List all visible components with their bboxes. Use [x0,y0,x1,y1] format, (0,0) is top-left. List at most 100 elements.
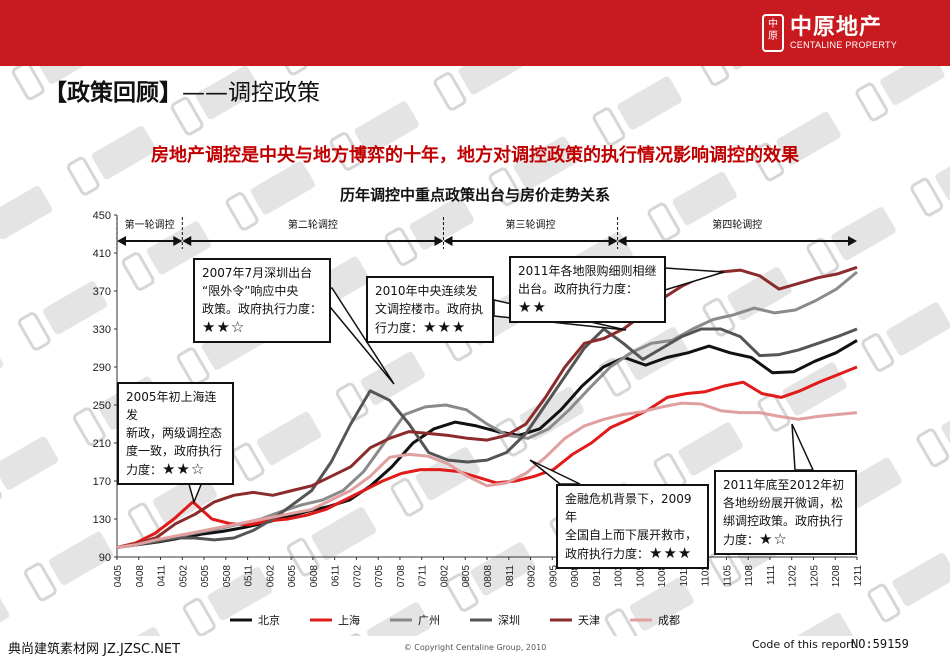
x-tick-label: 1108 [744,565,755,587]
section-title: 【政策回顾】——调控政策 [44,76,320,110]
chart-title: 历年调控中重点政策出台与房价走势关系 [339,186,610,204]
legend-label: 北京 [258,613,280,627]
y-tick-label: 130 [93,514,111,526]
x-tick-label: 1002 [614,565,625,588]
series-line-深圳 [116,327,858,549]
x-tick-label: 0502 [178,565,189,588]
x-tick-label: 0805 [461,565,472,588]
x-tick-label: 1205 [809,565,820,588]
callout-line: “限外令”响应中央 [202,284,299,298]
x-tick-label: 0511 [244,565,255,587]
x-tick-label: 0711 [418,565,429,587]
x-tick-label: 1011 [679,565,690,587]
callout-line: 2005年初上海连发 [126,390,217,422]
report-id: NO:59159 [851,637,909,651]
policy-callout: 金融危机背景下，2009年全国自上而下展开救市， 政府执行力度：★★★ [556,484,709,569]
y-tick-label: 250 [93,400,111,412]
round-label: 第一轮调控 [125,218,175,231]
x-tick-label: 0405 [113,565,124,588]
x-tick-label: 0911 [592,565,603,587]
arrow-head-icon [173,236,183,246]
callout-line: 2010年中央连续发 [375,284,478,298]
x-tick-label: 0811 [505,565,516,587]
callout-line: 全国自上而下展开救市， [565,528,698,542]
callout-line: 文调控楼市。政府执 [375,302,484,316]
brand-logo: 中原 中原地产 CENTALINE PROPERTY [762,12,897,54]
callout-line: 政策。政府执行力度： [202,302,323,316]
x-tick-label: 0605 [287,565,298,588]
y-tick-label: 210 [93,438,111,450]
callout-line: 行力度：★★★ [375,318,467,336]
callout-pointer [791,423,815,471]
callout-line: 各地纷纷展开微调，松 [723,496,844,510]
callout-line: 度一致，政府执行 [126,444,223,458]
header-bar: 中原 中原地产 CENTALINE PROPERTY [0,0,950,66]
y-tick-label: 290 [93,362,111,374]
x-tick-label: 0902 [527,565,538,588]
callout-line: 力度：★☆ [723,530,788,548]
callout-line: 金融危机背景下，2009年 [565,492,692,524]
series-line-北京 [116,339,858,549]
x-tick-label: 0602 [265,565,276,588]
rating-stars: ★★★ [423,318,467,336]
logo-mark: 中原 [762,14,784,52]
x-tick-label: 0705 [374,565,385,588]
x-tick-label: 1202 [788,565,799,588]
x-tick-label: 0505 [200,565,211,588]
arrow-head-icon [617,236,627,246]
section-title-rest: ——调控政策 [182,80,320,106]
x-tick-label: 1208 [831,565,842,588]
callout-line: 2007年7月深圳出台 [202,266,313,280]
x-tick-label: 1102 [701,565,712,587]
y-tick-label: 450 [93,210,111,222]
callout-line: 绑调控政策。政府执行 [723,514,844,528]
x-tick-label: 0608 [309,565,320,588]
rating-stars: ★★ [518,298,547,316]
x-tick-label: 0408 [135,565,146,588]
x-tick-label: 0708 [396,565,407,588]
policy-callout: 2007年7月深圳出台 “限外令”响应中央政策。政府执行力度： ★★☆ [193,258,331,343]
arrow-head-icon [434,236,444,246]
callout-line: 政府执行力度：★★★ [565,544,693,562]
y-tick-label: 170 [93,476,111,488]
round-label: 第二轮调控 [288,218,338,231]
x-tick-label: 0702 [352,565,363,588]
x-tick-label: 0508 [222,565,233,588]
arrow-head-icon [182,236,192,246]
x-tick-label: 0808 [483,565,494,588]
report-code-label: Code of this report [752,638,855,651]
callout-line: 2011年底至2012年初 [723,478,845,492]
callout-line: 出台。政府执行力度：★★ [518,282,639,316]
y-tick-label: 330 [93,324,111,336]
x-tick-label: 1111 [766,565,777,585]
x-tick-label: 0908 [570,565,581,588]
round-label: 第四轮调控 [712,218,762,231]
brand-name-cn: 中原地产 [790,14,883,40]
slide-subtitle: 房地产调控是中央与地方博弈的十年，地方对调控政策的执行情况影响调控的效果 [151,145,799,166]
rating-stars: ★★☆ [202,318,246,336]
policy-callout: 2005年初上海连发 新政，两级调控态 度一致，政府执行 力度：★★☆ [117,382,234,485]
x-tick-label: 0802 [439,565,450,588]
y-tick-label: 90 [99,552,111,564]
arrow-head-icon [848,236,857,246]
x-tick-label: 1005 [635,565,646,588]
footer-watermark-text: 典尚建筑素材网 JZ.JZSC.NET [8,642,181,657]
arrow-head-icon [443,236,453,246]
x-tick-label: 0611 [331,565,342,587]
x-tick-label: 1008 [657,565,668,588]
copyright-text: © Copyright Centaline Group, 2010 [403,643,547,652]
x-tick-label: 1105 [722,565,733,587]
callout-pointer [664,267,725,292]
x-tick-label: 0411 [157,565,168,587]
series-line-成都 [116,401,858,549]
brand-name-en: CENTALINE PROPERTY [790,39,898,50]
x-tick-label: 1211 [853,565,864,587]
legend-label: 广州 [418,614,440,627]
legend-label: 上海 [338,613,360,627]
legend-label: 天津 [578,614,600,627]
y-tick-label: 410 [93,248,111,260]
y-tick-label: 370 [93,286,111,298]
legend-label: 成都 [658,614,680,627]
rating-stars: ★☆ [759,530,788,548]
policy-callout: 2011年各地限购细则相继 出台。政府执行力度：★★ [509,256,666,323]
